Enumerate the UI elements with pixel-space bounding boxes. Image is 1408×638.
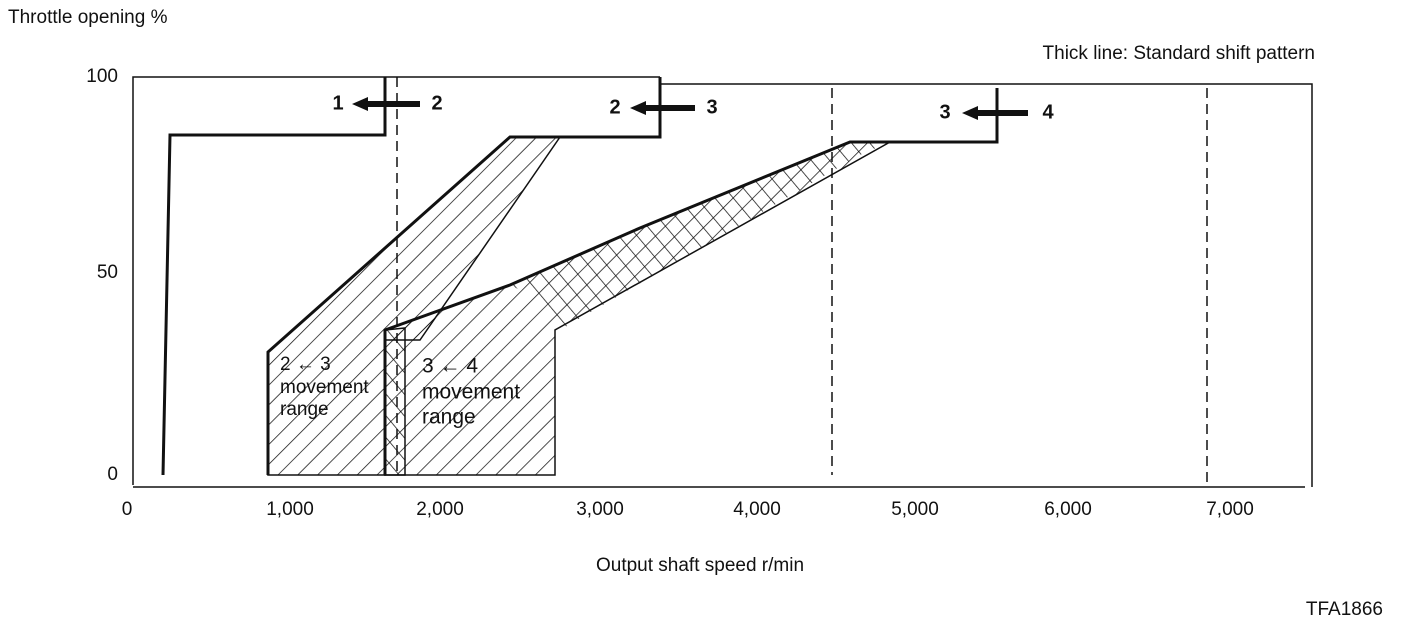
x-tick-label: 2,000 (416, 499, 464, 520)
range-2-3-label: 2 ← 3 movement range (280, 354, 369, 420)
x-axis-title: Output shaft speed r/min (596, 555, 804, 576)
label-line: range (422, 406, 476, 429)
label-line: movement (280, 377, 369, 398)
x-tick-label: 6,000 (1044, 499, 1092, 520)
shift-from: 3 (939, 101, 950, 123)
dashed-lines (396, 77, 1208, 487)
shift-to: 2 (431, 92, 442, 114)
y-tick-label: 0 (107, 464, 118, 485)
label-line: 2 ← 3 (280, 354, 331, 375)
y-tick-label: 50 (97, 262, 118, 283)
x-tick-label: 0 (122, 499, 133, 520)
x-tick-label: 3,000 (576, 499, 624, 520)
upper-hatch (510, 142, 890, 330)
y-axis-title: Throttle opening % (8, 7, 168, 28)
label-line: movement (422, 381, 520, 404)
x-tick-label: 5,000 (891, 499, 939, 520)
x-tick-label: 7,000 (1206, 499, 1254, 520)
figure-id: TFA1866 (1306, 599, 1383, 620)
x-tick-label: 1,000 (266, 499, 314, 520)
label-line: 3 ← 4 (422, 355, 478, 378)
x-tick-label: 4,000 (733, 499, 781, 520)
range-3-4-label: 3 ← 4 movement range (422, 355, 520, 429)
shift-from: 1 (332, 92, 343, 114)
note: Thick line: Standard shift pattern (1043, 43, 1315, 64)
arrows (352, 97, 1028, 120)
shift-to: 3 (706, 96, 717, 118)
y-tick-label: 100 (86, 66, 118, 87)
shift-line-2-3 (266, 77, 662, 475)
x-tick-labels: 0 1,000 2,000 3,000 4,000 5,000 6,000 7,000 (122, 499, 1254, 520)
shift-line-3-4 (383, 88, 999, 475)
shift-to: 4 (1042, 101, 1054, 123)
overlap-area (384, 327, 406, 476)
shift-from: 2 (609, 96, 620, 118)
frame (132, 76, 1313, 488)
label-line: range (280, 399, 329, 420)
